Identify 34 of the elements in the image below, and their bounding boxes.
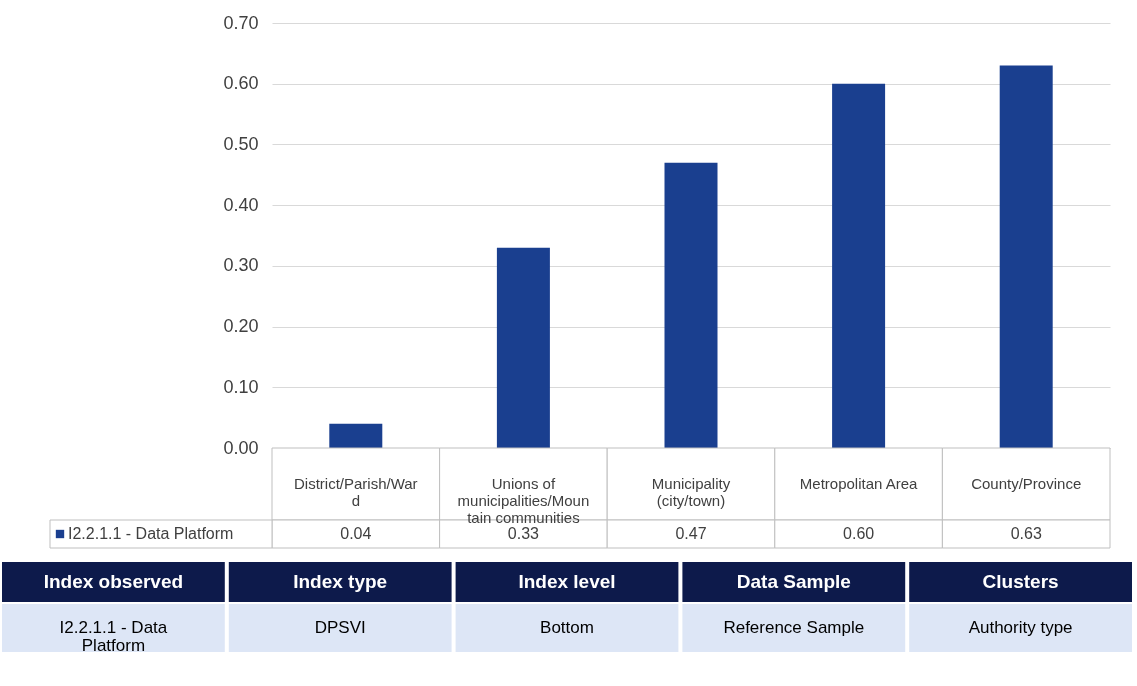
text: Index observed	[43, 571, 184, 592]
x-tick-label: County/Province	[971, 475, 1082, 492]
y-tick-label: 0.00	[223, 437, 259, 458]
y-tick-label: 0.10	[223, 376, 259, 397]
bar	[832, 83, 886, 448]
text: Bottom	[540, 618, 594, 637]
text: 0.63	[1010, 525, 1042, 542]
text: 0.33	[507, 525, 539, 542]
y-tick-label: 0.30	[223, 255, 259, 276]
y-tick-label: 0.50	[223, 133, 259, 154]
x-tick-label: District/Parish/Ward	[293, 475, 418, 509]
text: I2.2.1.1 - Data Platform	[59, 618, 168, 655]
bar	[329, 423, 383, 448]
text: Index level	[518, 571, 616, 592]
text: 0.47	[675, 525, 707, 542]
text: 0.60	[843, 525, 875, 542]
x-tick-label: Metropolitan Area	[799, 475, 919, 492]
bar	[999, 65, 1053, 448]
y-tick-label: 0.40	[223, 194, 259, 215]
bar	[496, 247, 550, 448]
y-tick-label: 0.20	[223, 316, 259, 337]
text: DPSVI	[314, 618, 366, 637]
text: Data Sample	[736, 571, 851, 592]
y-tick-label: 0.70	[223, 12, 259, 33]
text: Authority type	[968, 618, 1073, 637]
text: 0.04	[340, 525, 372, 542]
text: Reference Sample	[723, 618, 865, 637]
text: Clusters	[982, 571, 1059, 592]
legend-label: I2.2.1.1 - Data Platform	[68, 525, 234, 542]
text: Index type	[293, 571, 388, 592]
bar	[664, 162, 718, 448]
x-tick-label: Municipality (city/town)	[651, 475, 731, 509]
x-tick-label: Unions of municipalities/Mountain communities	[457, 475, 590, 526]
y-tick-label: 0.60	[223, 73, 259, 94]
